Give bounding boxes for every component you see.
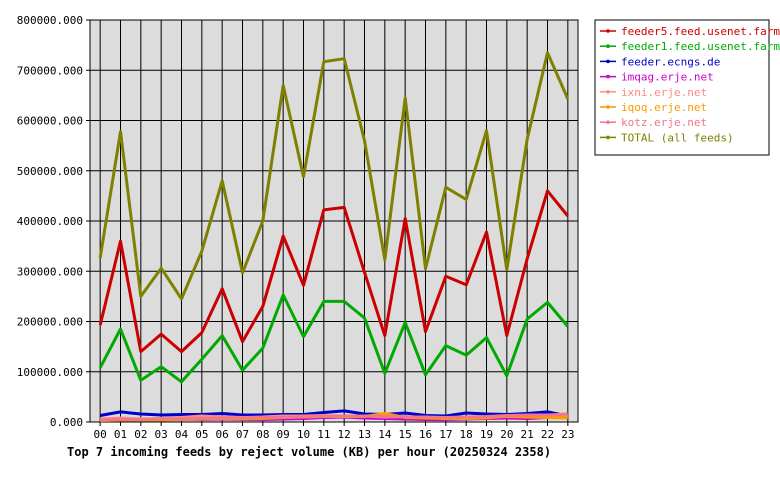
- y-tick-label: 700000.000: [17, 64, 83, 77]
- series-line-feeder-ecngs-de: [99, 409, 569, 418]
- series-line-total-all-feeds: [98, 51, 570, 301]
- y-tick-label: 0.000: [50, 416, 83, 429]
- legend-item-ixni-erje-net: ixni.erje.net: [600, 86, 707, 99]
- y-tick-label: 200000.000: [17, 316, 83, 329]
- x-tick-label: 19: [480, 428, 493, 441]
- x-tick-label: 14: [378, 428, 392, 441]
- chart-title: Top 7 incoming feeds by reject volume (K…: [67, 445, 551, 459]
- legend-marker: [606, 74, 610, 79]
- legend-marker: [606, 105, 610, 109]
- x-tick-label: 00: [94, 428, 107, 441]
- legend-marker: [606, 135, 610, 140]
- y-tick-label: 600000.000: [17, 115, 83, 128]
- x-tick-label: 17: [439, 428, 452, 441]
- series-line-feeder5-feed-usenet-farm: [98, 189, 569, 354]
- x-tick-label: 06: [216, 428, 229, 441]
- legend-marker: [606, 59, 610, 64]
- y-tick-label: 300000.000: [17, 265, 83, 278]
- x-tick-label: 01: [114, 428, 127, 441]
- legend-item-kotz-erje-net: kotz.erje.net: [600, 116, 707, 129]
- x-tick-label: 03: [155, 428, 168, 441]
- x-tick-label: 16: [419, 428, 432, 441]
- legend-label: TOTAL (all feeds): [621, 131, 734, 144]
- y-tick-label: 400000.000: [17, 215, 83, 228]
- series-line-kotz-erje-net: [100, 412, 568, 422]
- legend-label: kotz.erje.net: [621, 116, 707, 129]
- x-tick-label: 21: [521, 428, 534, 441]
- legend-label: feeder1.feed.usenet.farm: [621, 40, 780, 53]
- axis-layer: 0.000 100000.000 200000.000 300000.000 40000…: [17, 14, 575, 441]
- x-tick-label: 11: [317, 428, 330, 441]
- legend-label: imqag.erje.net: [621, 71, 714, 84]
- grid-layer: [90, 20, 578, 422]
- legend-box: [594, 19, 770, 156]
- legend-item-feeder1-feed-usenet-farm: feeder1.feed.usenet.farm: [600, 40, 780, 53]
- y-tick-label: 800000.000: [17, 14, 83, 27]
- x-tick-label: 23: [561, 428, 574, 441]
- legend-marker: [606, 120, 610, 124]
- legend-item-total-all-feeds: TOTAL (all feeds): [600, 131, 734, 144]
- x-tick-label: 09: [277, 428, 290, 441]
- x-tick-label: 12: [338, 428, 351, 441]
- y-tick-label: 100000.000: [17, 366, 83, 379]
- legend-marker: [606, 90, 610, 94]
- x-tick-label: 13: [358, 428, 371, 441]
- x-tick-label: 10: [297, 428, 310, 441]
- x-tick-label: 08: [256, 428, 269, 441]
- legend-item-imqag-erje-net: imqag.erje.net: [600, 71, 714, 84]
- x-tick-label: 18: [460, 428, 473, 441]
- series-layer: [98, 51, 570, 422]
- series-line-feeder1-feed-usenet-farm: [98, 293, 569, 384]
- x-tick-label: 05: [195, 428, 208, 441]
- x-tick-label: 04: [175, 428, 189, 441]
- x-tick-label: 07: [236, 428, 249, 441]
- legend-label: ixni.erje.net: [621, 86, 707, 99]
- legend-marker: [606, 29, 610, 33]
- legend-item-feeder-ecngs-de: feeder.ecngs.de: [600, 55, 720, 68]
- legend: feeder5.feed.usenet.farm feeder1.feed.use…: [600, 25, 780, 144]
- y-tick-label: 500000.000: [17, 165, 83, 178]
- x-tick-label: 22: [541, 428, 554, 441]
- legend-label: iqoq.erje.net: [621, 101, 707, 114]
- x-tick-label: 15: [399, 428, 412, 441]
- legend-label: feeder5.feed.usenet.farm: [621, 25, 780, 38]
- legend-item-iqoq-erje-net: iqoq.erje.net: [600, 101, 707, 114]
- legend-item-feeder5-feed-usenet-farm: feeder5.feed.usenet.farm: [600, 25, 780, 38]
- x-tick-label: 20: [500, 428, 513, 441]
- legend-marker: [606, 44, 610, 48]
- legend-label: feeder.ecngs.de: [621, 55, 720, 68]
- x-tick-label: 02: [134, 428, 147, 441]
